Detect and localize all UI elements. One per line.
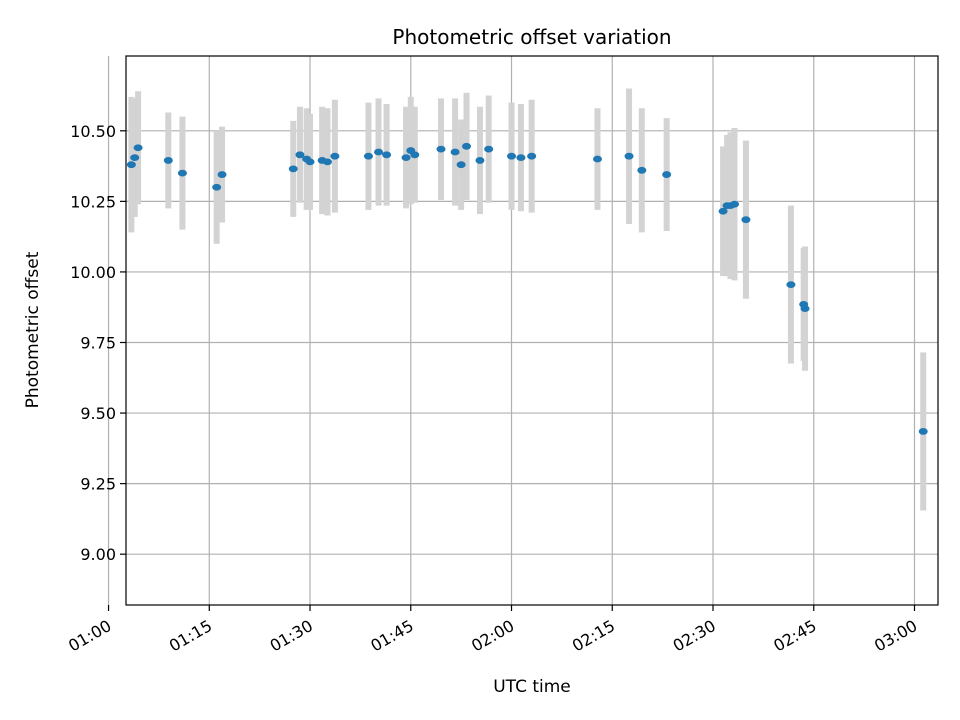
data-point <box>484 145 494 153</box>
y-tick-label: 10.25 <box>70 192 116 211</box>
data-point <box>637 166 647 174</box>
data-point <box>322 158 332 166</box>
data-point <box>163 157 173 164</box>
y-tick-label: 9.00 <box>80 545 116 564</box>
data-point <box>450 148 460 156</box>
y-tick-label: 9.25 <box>80 475 116 494</box>
data-point <box>401 154 411 162</box>
y-tick-label: 10.00 <box>70 263 116 282</box>
data-point <box>288 165 298 173</box>
data-point <box>462 142 472 150</box>
data-point <box>295 151 305 159</box>
data-point <box>786 281 796 289</box>
data-point <box>436 145 446 153</box>
data-point <box>729 200 739 208</box>
data-point <box>217 171 227 178</box>
plot-frame <box>125 55 939 606</box>
data-point <box>177 169 187 177</box>
data-point <box>516 154 526 162</box>
data-point <box>133 144 143 152</box>
data-point <box>741 216 751 224</box>
data-point <box>305 158 315 166</box>
y-tick-label: 9.50 <box>80 404 116 423</box>
data-point <box>592 155 602 163</box>
data-point <box>126 161 136 169</box>
data-point <box>410 151 420 159</box>
data-point <box>212 183 222 191</box>
y-axis-label: Photometric offset <box>23 251 43 408</box>
data-point <box>800 305 810 313</box>
data-point <box>374 148 384 156</box>
y-tick-label: 9.75 <box>80 333 116 352</box>
data-point <box>718 207 728 215</box>
data-points <box>126 142 928 435</box>
chart-title: Photometric offset variation <box>392 25 671 49</box>
y-tick-label: 10.50 <box>70 122 116 141</box>
data-point <box>918 428 928 435</box>
data-point <box>507 152 517 160</box>
data-point <box>330 152 340 160</box>
data-point <box>456 161 466 169</box>
x-axis-label: UTC time <box>493 677 571 697</box>
data-point <box>363 152 373 160</box>
data-point <box>662 171 672 178</box>
data-point <box>382 151 392 159</box>
y-axis: 9.00 9.25 9.50 9.75 10.00 10.25 10.50 <box>70 122 126 564</box>
data-point <box>527 152 537 160</box>
data-point <box>624 152 634 160</box>
data-point <box>475 157 485 164</box>
data-point <box>130 154 140 162</box>
